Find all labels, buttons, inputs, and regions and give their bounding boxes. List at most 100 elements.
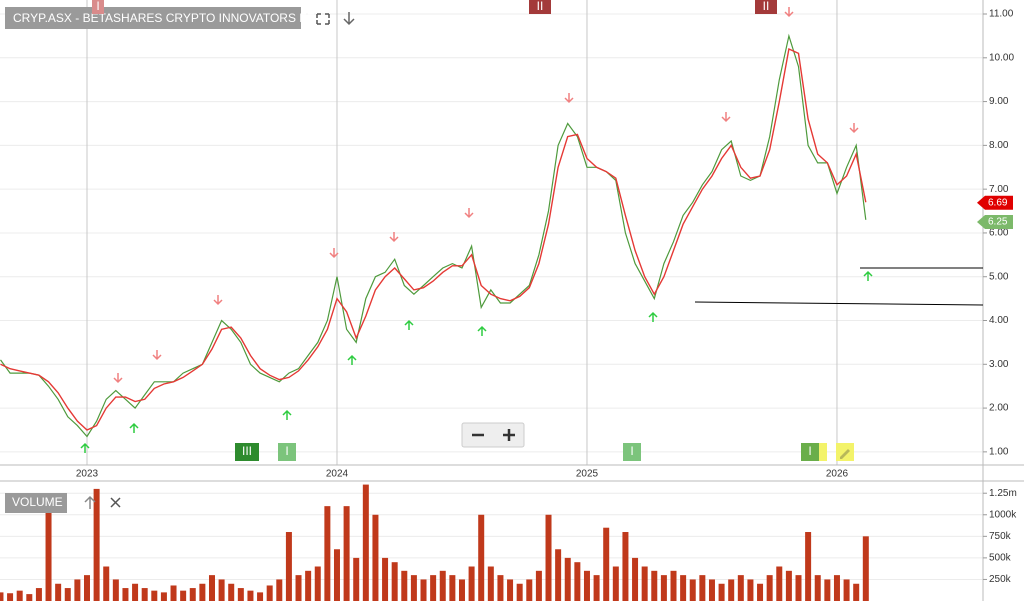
volume-bar	[333, 549, 340, 601]
volume-bar	[305, 570, 312, 601]
volume-title: VOLUME	[12, 495, 63, 509]
chart-title: CRYP.ASX - BETASHARES CRYPTO INNOVATORS …	[13, 11, 322, 25]
volume-title-box[interactable]	[5, 493, 67, 513]
volume-bar	[180, 590, 187, 601]
buy-signal	[129, 422, 139, 433]
volume-bar	[593, 575, 600, 601]
x-tick-label: 2026	[826, 469, 849, 480]
badge[interactable]	[92, 0, 104, 14]
volume-bar	[228, 583, 235, 601]
volume-bar	[795, 575, 802, 601]
sell-signal	[152, 350, 162, 361]
volume-bar	[103, 566, 110, 601]
title-box[interactable]	[5, 7, 301, 29]
volume-bar	[555, 549, 562, 601]
badge[interactable]	[529, 0, 551, 14]
volume-bar	[651, 570, 658, 601]
x-tick-label: 2023	[76, 469, 99, 480]
volume-bar	[208, 575, 215, 601]
sell-signal	[213, 295, 223, 306]
x-tick-label: 2024	[326, 469, 349, 480]
price-line	[0, 33, 867, 438]
download-icon[interactable]	[343, 12, 355, 26]
trend-line	[694, 301, 984, 306]
volume-bar	[285, 532, 292, 601]
sell-signal	[389, 232, 399, 243]
volume-bar	[26, 594, 33, 601]
mark-layer	[0, 33, 869, 601]
y-tick-label: 1000k	[989, 509, 1017, 520]
volume-bar	[112, 579, 119, 601]
volume-bar	[74, 579, 81, 601]
price-line	[0, 47, 867, 431]
volume-bar	[583, 570, 590, 601]
close-icon[interactable]	[110, 497, 121, 508]
volume-bar	[324, 506, 331, 601]
volume-bar	[660, 575, 667, 601]
badge[interactable]	[623, 443, 641, 461]
volume-bar	[439, 570, 446, 601]
move-up-icon[interactable]	[84, 495, 96, 509]
volume-bar	[64, 588, 71, 601]
zoom-in-button[interactable]	[503, 429, 515, 441]
y-tick-label: 4.00	[989, 315, 1009, 326]
sell-signal	[784, 7, 794, 18]
badge-label: I	[630, 444, 633, 458]
y-tick-label: 9.00	[989, 96, 1009, 107]
volume-bar	[632, 557, 639, 601]
buy-signal	[863, 270, 873, 281]
y-tick-label: 750k	[989, 531, 1012, 542]
volume-bar	[353, 557, 360, 601]
volume-bar	[805, 532, 812, 601]
y-tick-label: 2.00	[989, 403, 1009, 414]
volume-bar	[391, 562, 398, 601]
volume-bar	[458, 579, 465, 601]
volume-bar	[516, 583, 523, 601]
y-tick-label: 11.00	[989, 9, 1014, 20]
volume-bar	[622, 532, 629, 601]
grid-layer	[0, 0, 983, 580]
volume-bar	[45, 506, 52, 601]
volume-bar	[382, 557, 389, 601]
badge[interactable]	[819, 443, 827, 461]
volume-bar	[218, 579, 225, 601]
badge-label: I	[808, 444, 811, 458]
volume-bar	[574, 562, 581, 601]
volume-bar	[449, 575, 456, 601]
volume-bar	[276, 579, 283, 601]
volume-bar	[372, 514, 379, 601]
volume-bar	[93, 488, 100, 601]
y-tick-label: 8.00	[989, 140, 1009, 151]
volume-bar	[603, 527, 610, 601]
volume-bar	[160, 592, 167, 601]
badge[interactable]	[801, 443, 819, 461]
volume-bar	[362, 484, 369, 601]
badge[interactable]	[235, 443, 259, 461]
sell-signal	[849, 123, 859, 134]
buy-signal	[347, 354, 357, 365]
volume-bar	[295, 575, 302, 601]
volume-bar	[141, 588, 148, 601]
pencil-icon	[840, 449, 850, 459]
volume-bar	[689, 579, 696, 601]
y-tick-label: 500k	[989, 553, 1012, 564]
badge-label: II	[763, 0, 770, 13]
badge[interactable]	[278, 443, 296, 461]
fullscreen-icon[interactable]	[316, 13, 330, 25]
volume-bar	[35, 588, 42, 601]
volume-bar	[7, 593, 14, 601]
badge-label: III	[242, 444, 252, 458]
price-tag-label: 6.25	[988, 217, 1008, 228]
volume-bar	[266, 585, 273, 601]
volume-bar	[535, 570, 542, 601]
badge[interactable]	[755, 0, 777, 14]
volume-bar	[843, 579, 850, 601]
badge-group: I II II III I I I	[92, 0, 854, 461]
volume-bar	[737, 575, 744, 601]
y-tick-label: 5.00	[989, 271, 1009, 282]
volume-bar	[401, 570, 408, 601]
volume-bar	[708, 579, 715, 601]
sell-signal	[113, 373, 123, 384]
buy-signal	[80, 442, 90, 453]
